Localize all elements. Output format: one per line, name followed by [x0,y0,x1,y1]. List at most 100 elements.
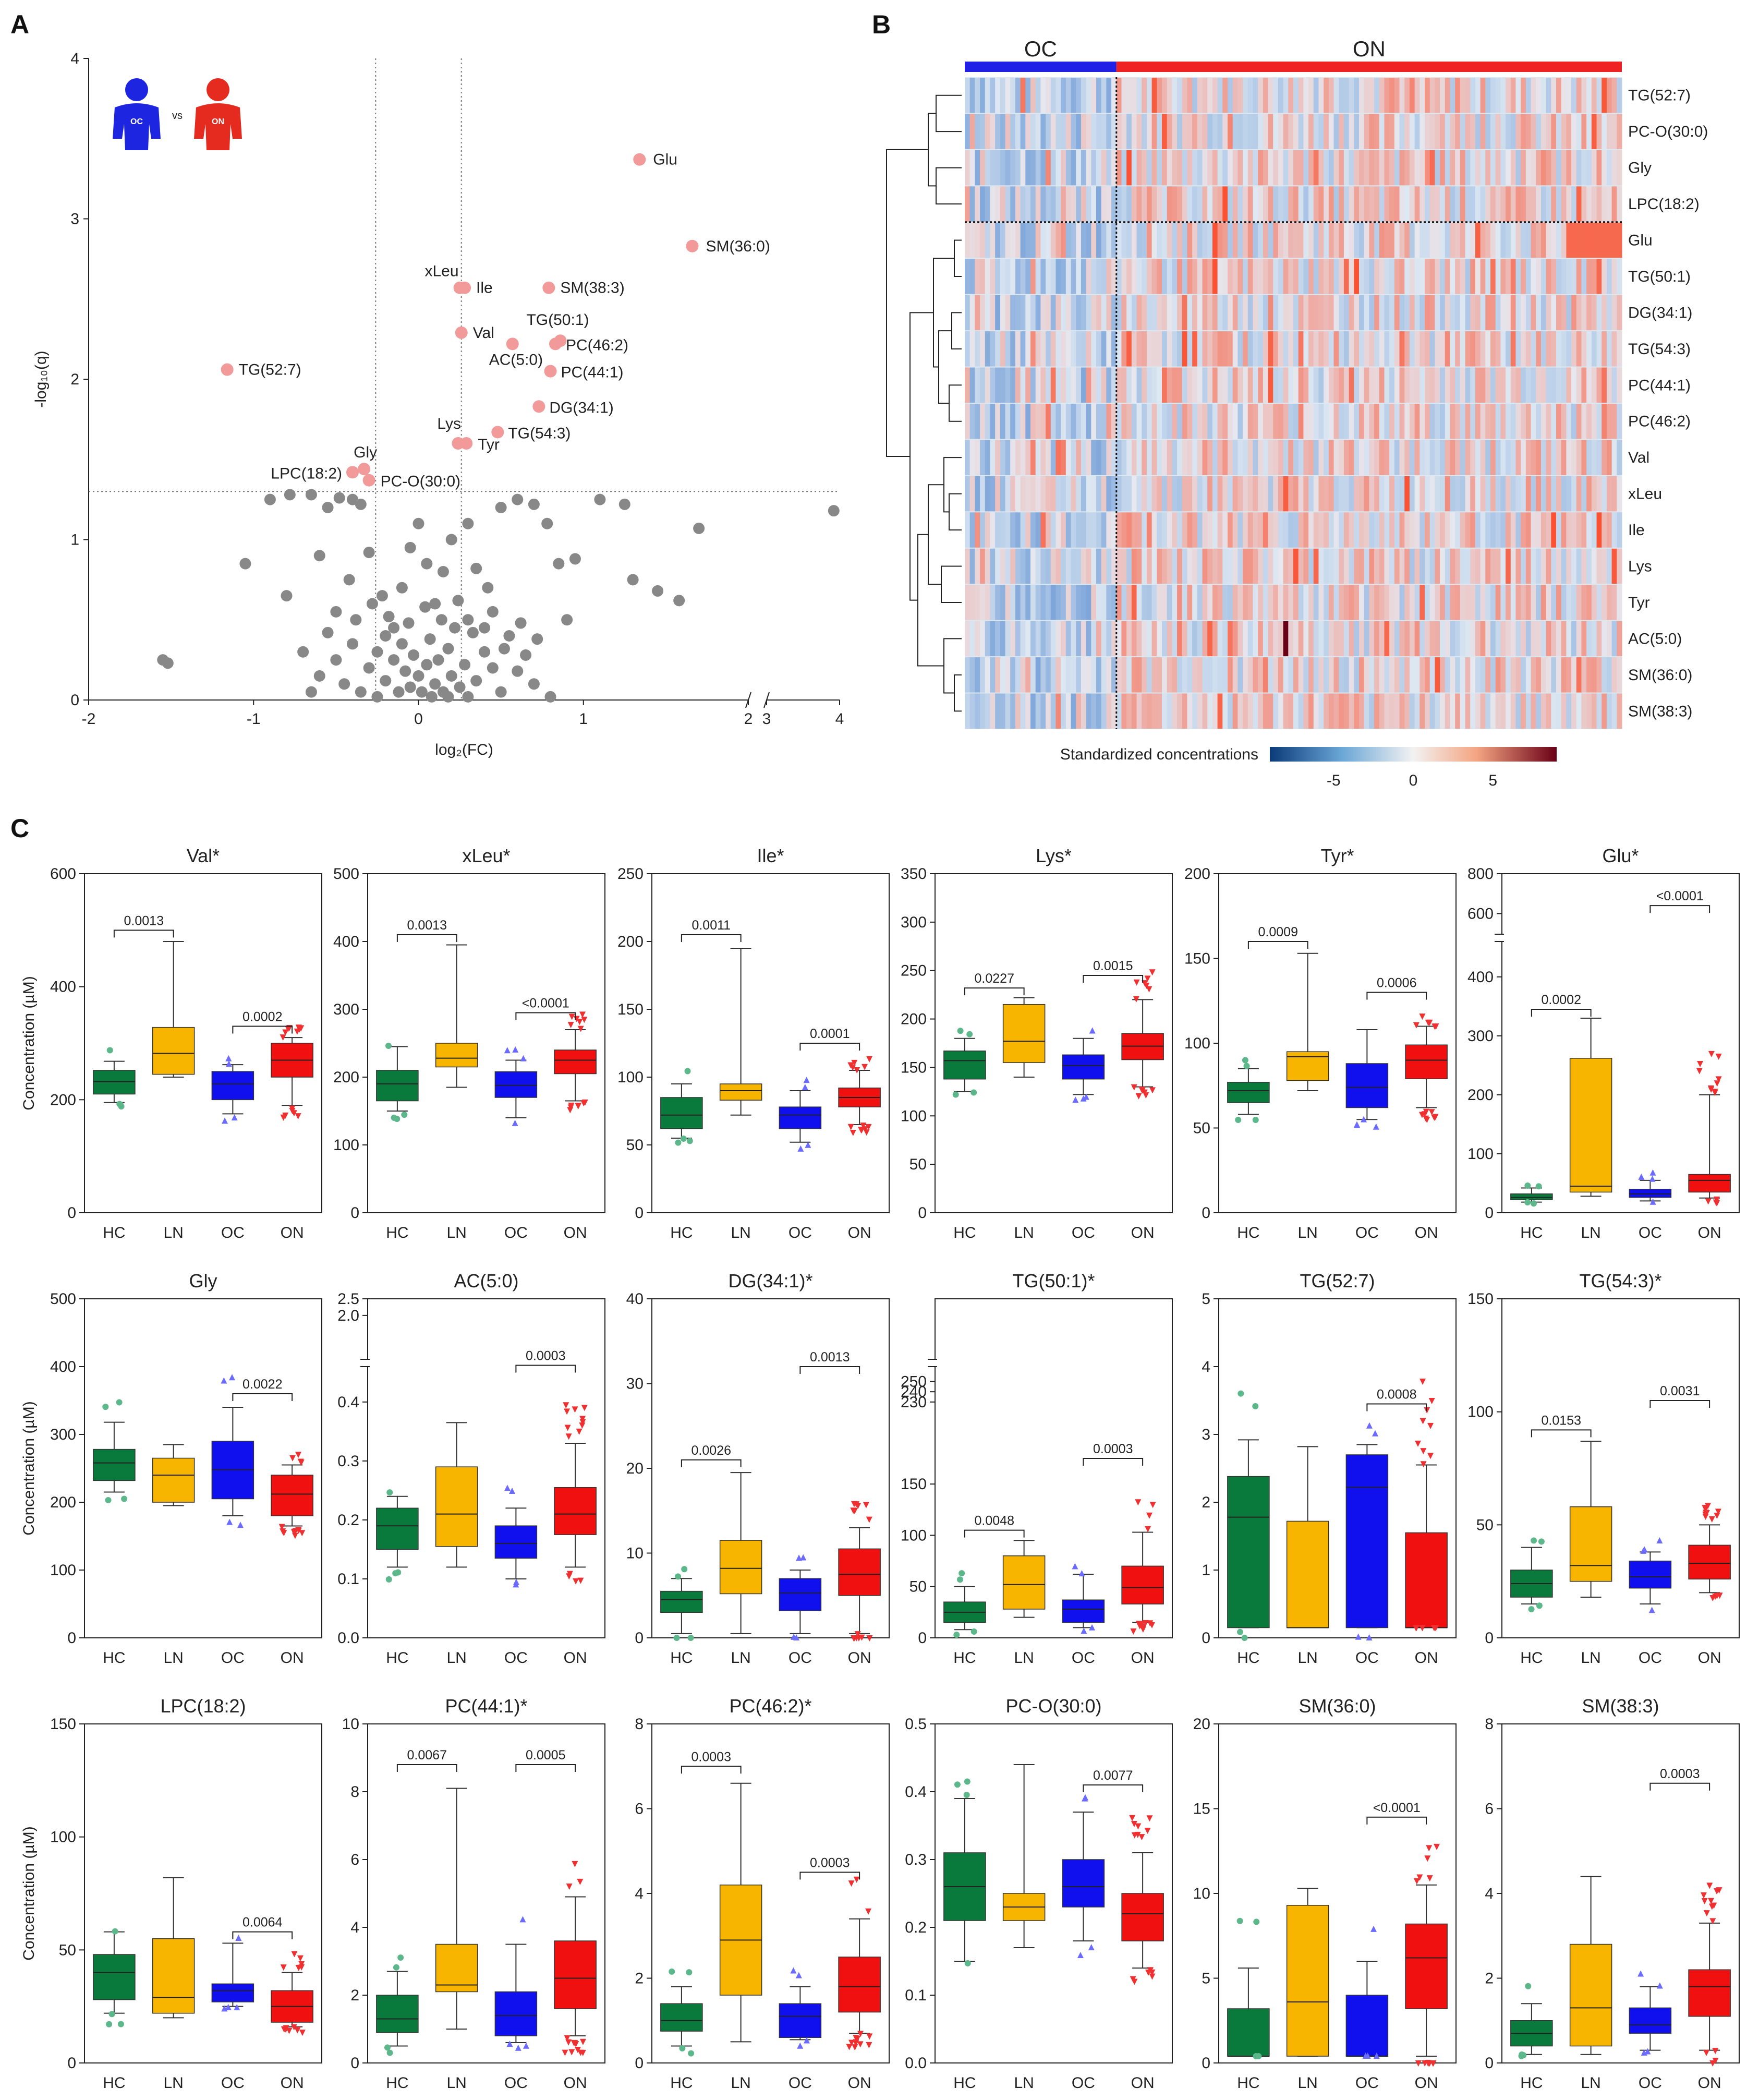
y-tick-label: 2.0 [337,1307,359,1324]
heatmap-cell [1324,150,1329,186]
heatmap-cell [1081,440,1087,475]
heatmap-cell [1000,512,1006,548]
heatmap-cell [1540,222,1547,258]
heatmap-cell [1343,476,1350,512]
data-point [295,1452,302,1458]
data-point [1425,1019,1431,1026]
heatmap-cell [985,476,990,512]
heatmap-cell [1228,548,1233,584]
on-person-icon: ON [194,78,242,150]
heatmap-cell [1374,548,1380,584]
heatmap-cell [1005,367,1011,403]
y-tick-label: 2 [635,1970,644,1987]
heatmap-cell [1333,585,1339,620]
heatmap-row-label: Lys [1628,558,1652,575]
heatmap-cell [990,78,996,113]
heatmap-cell [1096,621,1102,657]
heatmap-cell [1212,404,1218,439]
heatmap-cell [1020,331,1026,367]
heatmap-cell [1238,259,1243,294]
heatmap-cell [1101,186,1107,222]
heatmap-cell [1061,621,1066,657]
heatmap-cell [1510,222,1516,258]
heatmap-cell [1414,150,1420,186]
heatmap-row-label: PC(46:2) [1628,413,1691,430]
heatmap-cell [1273,295,1279,331]
heatmap-cell [1061,440,1066,475]
heatmap-cell [1602,657,1607,693]
heatmap-cell [1602,512,1607,548]
data-point [581,1405,588,1411]
heatmap-cell [1313,548,1319,584]
heatmap-cell [1157,657,1162,693]
heatmap-cell [1617,657,1622,693]
point-nonsignificant [347,638,358,650]
data-point [800,1554,807,1561]
heatmap-cell [1050,295,1056,331]
heatmap-cell [1232,114,1238,149]
heatmap-cell [1035,367,1041,403]
heatmap-cell [1551,331,1557,367]
heatmap-cell [1515,331,1521,367]
heatmap-cell [1212,367,1218,403]
heatmap-cell [1602,331,1607,367]
data-point [850,1129,856,1136]
point-label: Glu [653,151,677,168]
heatmap-cell [1525,585,1532,620]
heatmap-cell [1116,476,1122,512]
point-nonsignificant [416,686,428,698]
heatmap-cell [1429,548,1435,584]
heatmap-cell [1303,476,1309,512]
heatmap-cell [1192,78,1198,113]
heatmap-cell [1253,440,1258,475]
point-label: TG(54:3) [508,425,571,442]
heatmap-cell [1546,222,1551,258]
data-point [1080,1095,1087,1102]
heatmap-cell [1576,186,1582,222]
heatmap-cell [1581,657,1587,693]
heatmap-cell [1015,331,1021,367]
heatmap-cell [1576,440,1582,475]
heatmap-cell [1440,186,1446,222]
data-point [1131,1821,1137,1828]
data-point [384,2044,391,2051]
heatmap-cell [1182,150,1187,186]
y-tick-label: 250 [901,962,927,980]
heatmap-cell [1617,404,1622,439]
heatmap-cell [1359,404,1365,439]
heatmap-cell [1086,512,1091,548]
heatmap-cell [1389,621,1395,657]
point-nonsignificant [343,574,355,586]
pvalue-label: <0.0001 [1373,1801,1421,1815]
heatmap-cell [1460,512,1466,548]
heatmap-cell [1020,295,1026,331]
heatmap-cell [1536,259,1542,294]
heatmap-cell [1515,150,1521,186]
heatmap-cell [1404,404,1410,439]
heatmap-cell [1258,331,1264,367]
heatmap-cell [1247,295,1253,331]
point-label: AC(5:0) [489,351,543,368]
heatmap-cell [965,693,970,729]
heatmap-cell [1343,693,1350,729]
heatmap-cell [1495,186,1501,222]
heatmap-cell [1591,259,1597,294]
heatmap-cell [1020,476,1026,512]
heatmap-cell [1268,150,1273,186]
heatmap-cell [1056,222,1061,258]
heatmap-cell [1243,404,1248,439]
data-point [1370,1925,1377,1932]
data-point [797,2042,804,2049]
heatmap-cell [1040,548,1046,584]
heatmap-row-label: Tyr [1628,594,1650,611]
point-label: PC-O(30:0) [381,473,460,490]
heatmap-cell [1369,186,1375,222]
pvalue-bracket [396,1764,457,1772]
heatmap-cell [1025,259,1031,294]
heatmap-cell [1540,512,1547,548]
y-tick-label: 5 [1202,1970,1210,1987]
heatmap-cell [1359,150,1365,186]
y-tick-label: 50 [1193,1120,1210,1137]
pvalue-bracket [681,1459,742,1467]
heatmap-cell [1030,621,1036,657]
